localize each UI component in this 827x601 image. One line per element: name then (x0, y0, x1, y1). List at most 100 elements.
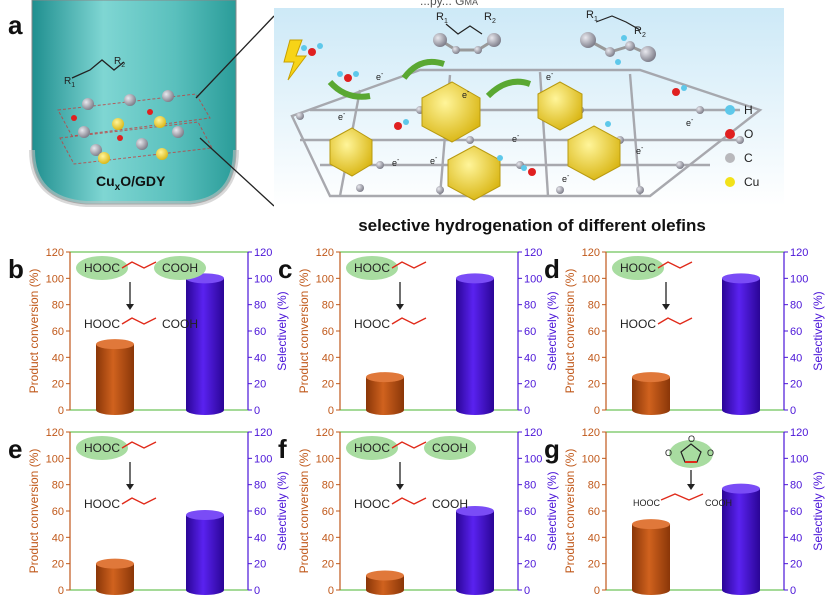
tick-label-right: 0 (254, 585, 260, 597)
tick-label-left: 20 (588, 559, 600, 571)
tick-label-left: 120 (582, 247, 600, 259)
arrow-head-icon (396, 484, 404, 490)
tick-label-left: 60 (52, 326, 64, 338)
tick-label-left: 20 (52, 559, 64, 571)
tick-label-right: 80 (524, 480, 536, 492)
reactor-flask: R1 R2 CuxO/GDY (29, 0, 239, 207)
legend-label-cu: Cu (744, 175, 759, 189)
tick-label-left: 80 (52, 480, 64, 492)
reactant-chain (391, 441, 427, 449)
product-left: HOOC (633, 498, 661, 508)
ring-oxygen: O (665, 448, 672, 458)
reactant-left: HOOC (620, 261, 656, 275)
tick-label-left: 120 (46, 427, 64, 439)
bar-conversion-body (96, 344, 134, 415)
arrow-head-icon (126, 484, 134, 490)
tick-label-right: 120 (524, 427, 542, 439)
tick-label-left: 40 (322, 352, 334, 364)
reactant-left: HOOC (84, 261, 120, 275)
bar-selectivity (186, 509, 224, 595)
bar-selectivity-body (722, 278, 760, 415)
panel-a: a R1 R2 CuxO/GDY (8, 0, 784, 235)
electron-label: e- (546, 71, 554, 82)
product-chain (391, 317, 427, 325)
bar-selectivity-top (456, 506, 494, 516)
tick-label-left: 60 (52, 506, 64, 518)
ylabel-right: Selectively (%) (275, 471, 289, 550)
tick-label-left: 100 (582, 273, 600, 285)
tick-label-right: 20 (524, 379, 536, 391)
tick-label-right: 40 (254, 352, 266, 364)
chart-panel-d: 0 0 20 20 40 40 60 60 80 80 100 100 120 120 Product co… (544, 247, 825, 417)
tick-label-left: 80 (588, 480, 600, 492)
tick-label-left: 80 (52, 300, 64, 312)
highlight-left (612, 256, 664, 280)
tick-label-right: 120 (524, 247, 542, 259)
structure-c: HOOC HOOC (346, 256, 427, 331)
tick-label-right: 20 (254, 379, 266, 391)
structure-e: HOOC HOOC (76, 436, 157, 511)
bar-conversion-top (366, 570, 404, 581)
bar-conversion-top (96, 558, 134, 569)
zoom-line-top (195, 15, 275, 99)
tick-label-right: 20 (254, 559, 266, 571)
tick-label-left: 40 (588, 532, 600, 544)
alkane-r2: R2 (634, 25, 646, 39)
panel-letter-a: a (8, 10, 23, 40)
lightning-icon (283, 39, 307, 81)
arrow-icon (327, 79, 371, 100)
top-cutoff-text: ...py... GMA (420, 0, 478, 8)
reactant-left: HOOC (84, 441, 120, 455)
tick-label-right: 20 (524, 559, 536, 571)
product-right: COOH (432, 497, 468, 511)
tick-label-right: 0 (254, 405, 260, 417)
product-chain (121, 497, 157, 505)
bar-selectivity-top (456, 273, 494, 284)
structure-g: O O O HOOC COOH (633, 434, 732, 508)
bar-conversion (632, 372, 670, 415)
bar-selectivity-top (722, 483, 760, 494)
tick-label-right: 60 (254, 506, 266, 518)
reactant-right: COOH (432, 441, 468, 455)
electron-label: e- (376, 71, 384, 82)
tick-label-right: 40 (790, 532, 802, 544)
ylabel-left: Product conversion (%) (27, 449, 41, 574)
ring-oxygen: O (688, 434, 695, 444)
tick-label-right: 80 (254, 480, 266, 492)
reactor-label: CuxO/GDY (96, 173, 166, 193)
panel-letter-g: g (544, 434, 560, 464)
electron-label: e- (430, 155, 438, 166)
product-left: HOOC (354, 317, 390, 331)
bar-selectivity-top (186, 509, 224, 520)
mechanism-panel: e- e- e- e- e- e- e- e- e- e- (274, 8, 784, 206)
electron-label: e- (636, 145, 644, 156)
tick-label-right: 80 (790, 480, 802, 492)
tick-label-right: 100 (524, 273, 542, 285)
bar-conversion (366, 372, 404, 415)
tick-label-left: 20 (322, 379, 334, 391)
ylabel-right: Selectively (%) (545, 291, 559, 370)
panel-letter-d: d (544, 254, 560, 284)
bar-selectivity-body (186, 278, 224, 415)
bar-selectivity (186, 273, 224, 415)
legend-swatch-h (725, 105, 735, 115)
product-chain (660, 493, 704, 501)
bar-selectivity-body (456, 278, 494, 415)
ylabel-left: Product conversion (%) (563, 269, 577, 394)
highlight-left (76, 436, 128, 460)
highlight-left (346, 256, 398, 280)
ylabel-right: Selectively (%) (545, 471, 559, 550)
tick-label-right: 120 (790, 247, 808, 259)
legend-swatch-cu (725, 177, 735, 187)
reactant-chain (391, 261, 427, 269)
tick-label-right: 60 (524, 326, 536, 338)
tick-label-right: 40 (524, 352, 536, 364)
reactant-left: HOOC (354, 441, 390, 455)
tick-label-right: 0 (524, 585, 530, 597)
product-chain (121, 317, 157, 325)
tick-label-left: 120 (316, 247, 334, 259)
bar-conversion (366, 570, 404, 595)
legend-label-o: O (744, 127, 753, 141)
tick-label-right: 40 (254, 532, 266, 544)
ylabel-left: Product conversion (%) (297, 269, 311, 394)
